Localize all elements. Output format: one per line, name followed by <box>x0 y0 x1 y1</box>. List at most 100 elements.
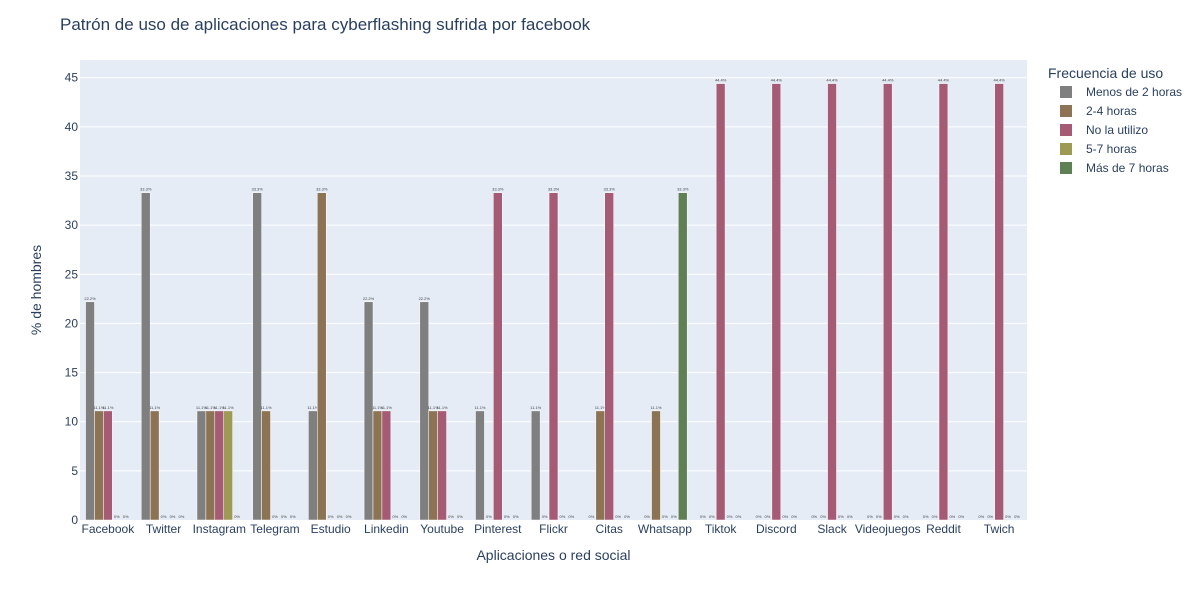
bar-value-label: 11.1% <box>196 405 207 410</box>
bar-value-label: 0% <box>903 514 909 519</box>
legend-swatch <box>1060 86 1072 98</box>
y-tick-label: 45 <box>65 71 79 85</box>
bar <box>103 410 113 521</box>
bar-value-label: 44.4% <box>938 78 950 83</box>
bar-value-label: 0% <box>894 514 900 519</box>
bar-value-label: 33.3% <box>604 187 616 192</box>
y-tick-label: 0 <box>71 513 78 527</box>
bar-value-label: 0% <box>978 514 984 519</box>
bar <box>938 83 949 521</box>
x-axis-title: Aplicaciones o red social <box>476 547 630 563</box>
bar <box>223 410 233 521</box>
bar <box>493 192 503 521</box>
bar-value-label: 0% <box>847 514 853 519</box>
bar-value-label: 11.1% <box>428 405 439 410</box>
legend-title: Frecuencia de uso <box>1048 65 1163 81</box>
bar <box>381 410 392 521</box>
x-tick-label: Tiktok <box>705 522 738 536</box>
x-tick-label: Facebook <box>82 522 136 536</box>
bar-value-label: 0% <box>448 514 454 519</box>
legend-swatch <box>1060 162 1072 174</box>
bar <box>771 83 782 521</box>
bar-value-label: 0% <box>560 514 566 519</box>
y-tick-label: 25 <box>65 267 79 281</box>
bar <box>94 410 104 521</box>
bar-value-label: 0% <box>337 514 343 519</box>
legend-label: Más de 7 horas <box>1086 161 1169 175</box>
bar-value-label: 0% <box>958 514 964 519</box>
bar-value-label: 0% <box>290 514 296 519</box>
chart-title: Patrón de uso de aplicaciones para cyber… <box>60 15 591 34</box>
legend-swatch <box>1060 124 1072 136</box>
y-tick-label: 5 <box>71 464 78 478</box>
bar-value-label: 33.3% <box>316 187 328 192</box>
x-tick-label: Telegram <box>250 522 299 536</box>
x-tick-label: Twich <box>984 522 1015 536</box>
bar <box>85 301 95 521</box>
bar <box>548 192 559 521</box>
bar-value-label: 0% <box>820 514 826 519</box>
bar-value-label: 0% <box>662 514 668 519</box>
x-tick-label: Pinterest <box>474 522 522 536</box>
bar <box>678 192 688 521</box>
bar-value-label: 0% <box>867 514 873 519</box>
x-tick-label: Videojuegos <box>855 522 921 536</box>
bar-value-label: 0% <box>876 514 882 519</box>
bar-value-label: 0% <box>791 514 797 519</box>
bar <box>205 410 216 521</box>
bar-value-label: 0% <box>504 514 510 519</box>
x-tick-label: Citas <box>596 522 623 536</box>
bar-value-label: 0% <box>170 514 176 519</box>
bar-value-label: 0% <box>114 514 120 519</box>
bar <box>595 410 605 521</box>
bar <box>261 410 271 521</box>
bar-value-label: 0% <box>987 514 993 519</box>
y-tick-label: 35 <box>65 169 79 183</box>
bar-value-label: 11.1% <box>474 405 485 410</box>
bar <box>372 410 383 521</box>
bar-value-label: 11.1% <box>381 405 392 410</box>
y-tick-label: 15 <box>65 366 79 380</box>
bar-value-label: 0% <box>346 514 352 519</box>
bar-value-label: 0% <box>615 514 621 519</box>
bar-value-label: 0% <box>765 514 771 519</box>
bar-value-label: 44.4% <box>715 78 727 83</box>
bar-value-label: 0% <box>838 514 844 519</box>
bar-value-label: 22.2% <box>84 296 96 301</box>
legend-swatch <box>1060 105 1072 117</box>
bar-value-label: 11.1% <box>437 405 448 410</box>
x-tick-label: Youtube <box>420 522 464 536</box>
bar-value-label: 0% <box>1014 514 1020 519</box>
x-tick-label: Slack <box>817 522 847 536</box>
bar-value-label: 0% <box>700 514 706 519</box>
bar-value-label: 0% <box>486 514 492 519</box>
bar-value-label: 0% <box>568 514 574 519</box>
bar <box>141 192 151 521</box>
x-tick-label: Linkedin <box>364 522 409 536</box>
y-tick-label: 20 <box>65 316 79 330</box>
bar-value-label: 0% <box>923 514 929 519</box>
bar-value-label: 0% <box>709 514 715 519</box>
bars: 22.2%11.1%11.1%0% 0%33.3%11.1%0% 0% 0%11.1%… <box>84 78 1020 521</box>
bar-value-label: 0% <box>588 514 594 519</box>
bar <box>437 410 447 521</box>
y-tick-label: 40 <box>65 120 79 134</box>
y-tick-label: 10 <box>65 415 79 429</box>
bar <box>994 83 1004 521</box>
legend: Menos de 2 horas 2-4 horas No la utilizo 5-… <box>1060 85 1182 175</box>
bar-value-label: 0% <box>513 514 519 519</box>
bar-value-label: 22.2% <box>419 296 431 301</box>
bar-value-label: 44.4% <box>771 78 783 83</box>
bar <box>149 410 160 521</box>
bar <box>883 83 893 521</box>
bar-value-label: 33.3% <box>492 187 504 192</box>
x-axis-ticks: Facebook Twitter Instagram Telegram Estudio L… <box>82 522 1015 536</box>
bar-value-label: 11.1% <box>205 405 216 410</box>
bar-value-label: 11.1% <box>595 405 606 410</box>
bar <box>715 83 726 521</box>
bar <box>317 192 327 521</box>
legend-label: 2-4 horas <box>1086 104 1137 118</box>
bar-value-label: 0% <box>736 514 742 519</box>
legend-label: Menos de 2 horas <box>1086 85 1182 99</box>
bar-value-label: 0% <box>542 514 548 519</box>
